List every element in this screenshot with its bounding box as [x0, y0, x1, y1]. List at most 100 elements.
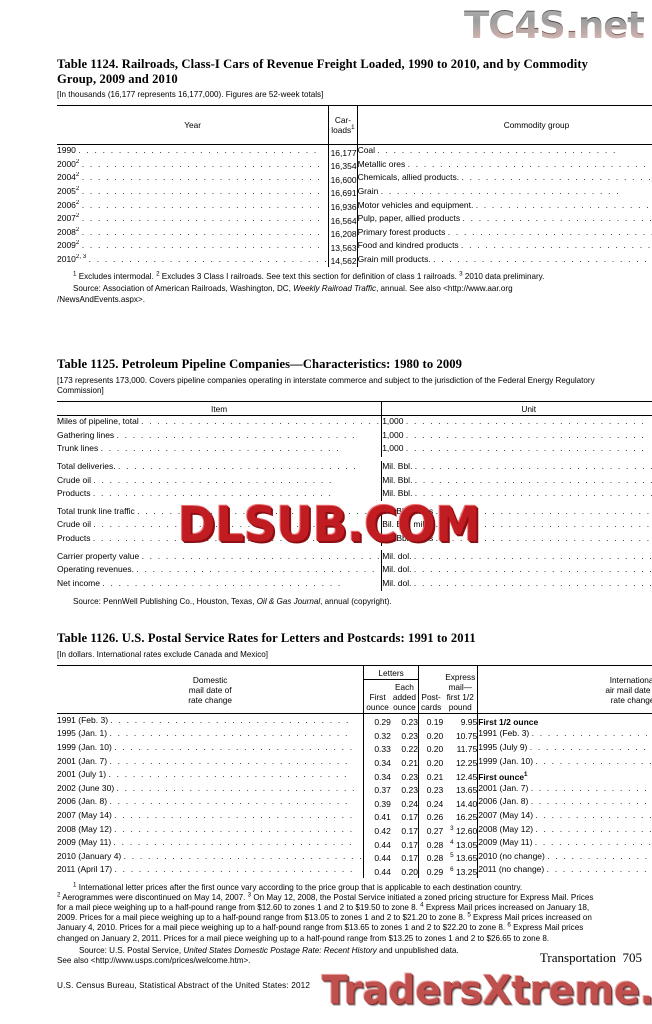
cell-domestic-date: 2006 (Jan. 8) . . . . . . . . . . . . . … — [57, 796, 350, 807]
th-international-date: International air mail date of rate chan… — [477, 665, 652, 714]
table-row: 2008 (May 12) . . . . . . . . . . . . . … — [57, 823, 652, 837]
table-1124-footnotes: 1 Excludes intermodal. 2 Excludes 3 Clas… — [73, 270, 545, 282]
cell-postcards: 0.21 — [417, 768, 444, 783]
cell-intl-date: First 1/2 ounce — [477, 713, 652, 728]
th-postcards: Post- cards — [417, 665, 444, 714]
cell-each-added: 0.22 — [401, 744, 418, 755]
th-first-ounce: First ounce — [363, 679, 391, 714]
table-1125-title: Table 1125. Petroleum Pipeline Companies… — [57, 357, 463, 371]
cell-unit: Bil. Bbl. miles . . . . . . . . . . . . … — [381, 532, 652, 547]
th-express-mail: Express mail— first 1/2 pound — [445, 671, 476, 713]
cell-intl-date: 2007 (May 14) . . . . . . . . . . . . . … — [477, 809, 652, 824]
table-1124-title: Table 1124. Railroads, Class-I Cars of R… — [57, 57, 589, 86]
cell-intl-date: 1995 (July 9) . . . . . . . . . . . . . … — [477, 741, 652, 756]
table-1124-headnote: [In thousands (16,177 represents 16,177,… — [57, 90, 324, 100]
table-row: 20102, 3 . . . . . . . . . . . . . . . .… — [57, 253, 652, 268]
cell-each-added: 0.17 — [401, 839, 418, 850]
page-footer-right: Transportation 705 — [539, 950, 642, 965]
table-row: Total trunk line traffic . . . . . . . .… — [57, 505, 652, 519]
table-1125-source: Source: PennWell Publishing Co., Houston… — [73, 596, 392, 606]
cell-intl-date: 2009 (May 11) . . . . . . . . . . . . . … — [477, 836, 652, 851]
cell-unit: Mil. dol. . . . . . . . . . . . . . . . … — [381, 577, 652, 591]
cell-express: 9.95 — [460, 717, 478, 728]
cell-first-ounce: 0.42 — [363, 823, 391, 837]
table-row: 1999 (Jan. 10) . . . . . . . . . . . . .… — [57, 741, 652, 756]
cell-postcards: 0.23 — [417, 782, 444, 796]
cell-postcards: 0.20 — [417, 741, 444, 756]
cell-commodity-left: Metallic ores . . . . . . . . . . . . . … — [356, 158, 652, 172]
table-1124-body: 1990 . . . . . . . . . . . . . . . . . .… — [57, 144, 652, 268]
th-carloads-year: Car- loads1 — [328, 105, 358, 145]
cell-commodity-left: Coal . . . . . . . . . . . . . . . . . .… — [356, 144, 652, 159]
cell-commodity-left: Primary forest products . . . . . . . . … — [356, 226, 652, 240]
cell-unit: Mil. Bbl. . . . . . . . . . . . . . . . … — [381, 474, 652, 488]
cell-intl-date: 2001 (Jan. 7) . . . . . . . . . . . . . … — [477, 782, 652, 796]
cell-commodity-left: Grain . . . . . . . . . . . . . . . . . … — [356, 185, 652, 200]
cell-item: Trunk lines . . . . . . . . . . . . . . … — [57, 443, 341, 454]
cell-commodity-left: Motor vehicles and equipment. . . . . . … — [356, 199, 652, 213]
cell-unit: 1,000 . . . . . . . . . . . . . . . . . … — [381, 415, 652, 430]
cell-express: 5 13.65 — [450, 852, 478, 864]
cell-domestic-date: 2010 (January 4) . . . . . . . . . . . .… — [57, 850, 364, 861]
cell-year-carloads: 16,691 — [328, 185, 358, 200]
cell-domestic-date: 2001 (Jan. 7) . . . . . . . . . . . . . … — [57, 755, 350, 766]
table-row: 2010 (January 4) . . . . . . . . . . . .… — [57, 850, 652, 864]
cell-express: 11.75 — [456, 744, 478, 755]
cell-year: 20052 . . . . . . . . . . . . . . . . . … — [57, 185, 322, 196]
cell-express: 6 13.25 — [450, 865, 478, 877]
cell-year-carloads: 16,354 — [328, 158, 358, 172]
cell-each-added: 0.23 — [401, 730, 418, 741]
cell-unit: Mil. Bbl. . . . . . . . . . . . . . . . … — [381, 460, 652, 475]
cell-domestic-date: 2001 (July 1) . . . . . . . . . . . . . … — [57, 769, 349, 780]
cell-first-ounce: 0.44 — [363, 863, 391, 878]
cell-first-ounce: 0.39 — [363, 795, 391, 810]
cell-commodity-left: Pulp, paper, allied products . . . . . .… — [356, 212, 652, 227]
cell-year: 20002 . . . . . . . . . . . . . . . . . … — [57, 158, 322, 169]
cell-intl-date: 2011 (no change) . . . . . . . . . . . .… — [477, 863, 652, 878]
th-each-added-ounce: Each added ounce — [392, 681, 416, 713]
table-row: 20062 . . . . . . . . . . . . . . . . . … — [57, 199, 652, 213]
cell-year: 20042 . . . . . . . . . . . . . . . . . … — [57, 172, 322, 183]
cell-express: 14.40 — [455, 798, 478, 809]
cell-unit: Bil. Bbl. miles . . . . . . . . . . . . … — [381, 518, 652, 533]
table-row: 2006 (Jan. 8) . . . . . . . . . . . . . … — [57, 795, 652, 810]
cell-postcards: 0.26 — [417, 809, 444, 824]
cell-commodity-left: Grain mill products. . . . . . . . . . .… — [356, 253, 652, 268]
cell-postcards: 0.28 — [417, 850, 444, 864]
cell-item: Net income . . . . . . . . . . . . . . .… — [57, 577, 342, 588]
cell-first-ounce: 0.29 — [363, 713, 391, 728]
cell-item: Products . . . . . . . . . . . . . . . .… — [57, 488, 333, 499]
cell-item: Total trunk line traffic . . . . . . . .… — [57, 505, 377, 516]
table-row: Crude oil . . . . . . . . . . . . . . . … — [57, 518, 652, 533]
table-row: Carrier property value . . . . . . . . .… — [57, 550, 652, 564]
cell-unit: Mil. Bbl. . . . . . . . . . . . . . . . … — [381, 487, 652, 502]
cell-first-ounce: 0.34 — [363, 755, 391, 769]
cell-item: Total deliveries. . . . . . . . . . . . … — [57, 460, 358, 471]
cell-domestic-date: 2009 (May 11) . . . . . . . . . . . . . … — [57, 837, 354, 848]
cell-first-ounce: 0.32 — [363, 728, 391, 742]
cell-year-carloads: 16,600 — [328, 171, 358, 186]
cell-intl-date: First ounce1 — [477, 768, 652, 783]
table-row: 2009 (May 11) . . . . . . . . . . . . . … — [57, 836, 652, 851]
cell-first-ounce: 0.37 — [363, 782, 391, 796]
cell-intl-subhead: First ounce1 — [478, 770, 528, 782]
cell-postcards: 0.27 — [417, 823, 444, 837]
cell-postcards: 0.29 — [417, 863, 444, 878]
cell-year: 20102, 3 . . . . . . . . . . . . . . . .… — [57, 253, 329, 264]
table-1125: ItemUnit19801985199019952000200520072008… — [57, 401, 652, 591]
cell-year-carloads: 13,563 — [328, 239, 358, 254]
cell-domestic-date: 2011 (April 17) . . . . . . . . . . . . … — [57, 864, 355, 875]
cell-item: Products . . . . . . . . . . . . . . . .… — [57, 532, 333, 543]
cell-domestic-date: 1995 (Jan. 1) . . . . . . . . . . . . . … — [57, 728, 350, 739]
table-row: 2001 (July 1) . . . . . . . . . . . . . … — [57, 768, 652, 783]
cell-first-ounce: 0.34 — [363, 768, 391, 783]
cell-unit: 1,000 . . . . . . . . . . . . . . . . . … — [381, 429, 652, 443]
cell-intl-date: 1999 (Jan. 10) . . . . . . . . . . . . .… — [477, 755, 652, 769]
table-row: 2007 (May 14) . . . . . . . . . . . . . … — [57, 809, 652, 824]
cell-postcards: 0.28 — [417, 836, 444, 851]
cell-year-carloads: 14,562 — [328, 253, 358, 268]
th-year: Year — [184, 120, 202, 131]
cell-intl-subhead: First 1/2 ounce — [478, 717, 539, 728]
th-unit: Unit — [381, 401, 652, 416]
